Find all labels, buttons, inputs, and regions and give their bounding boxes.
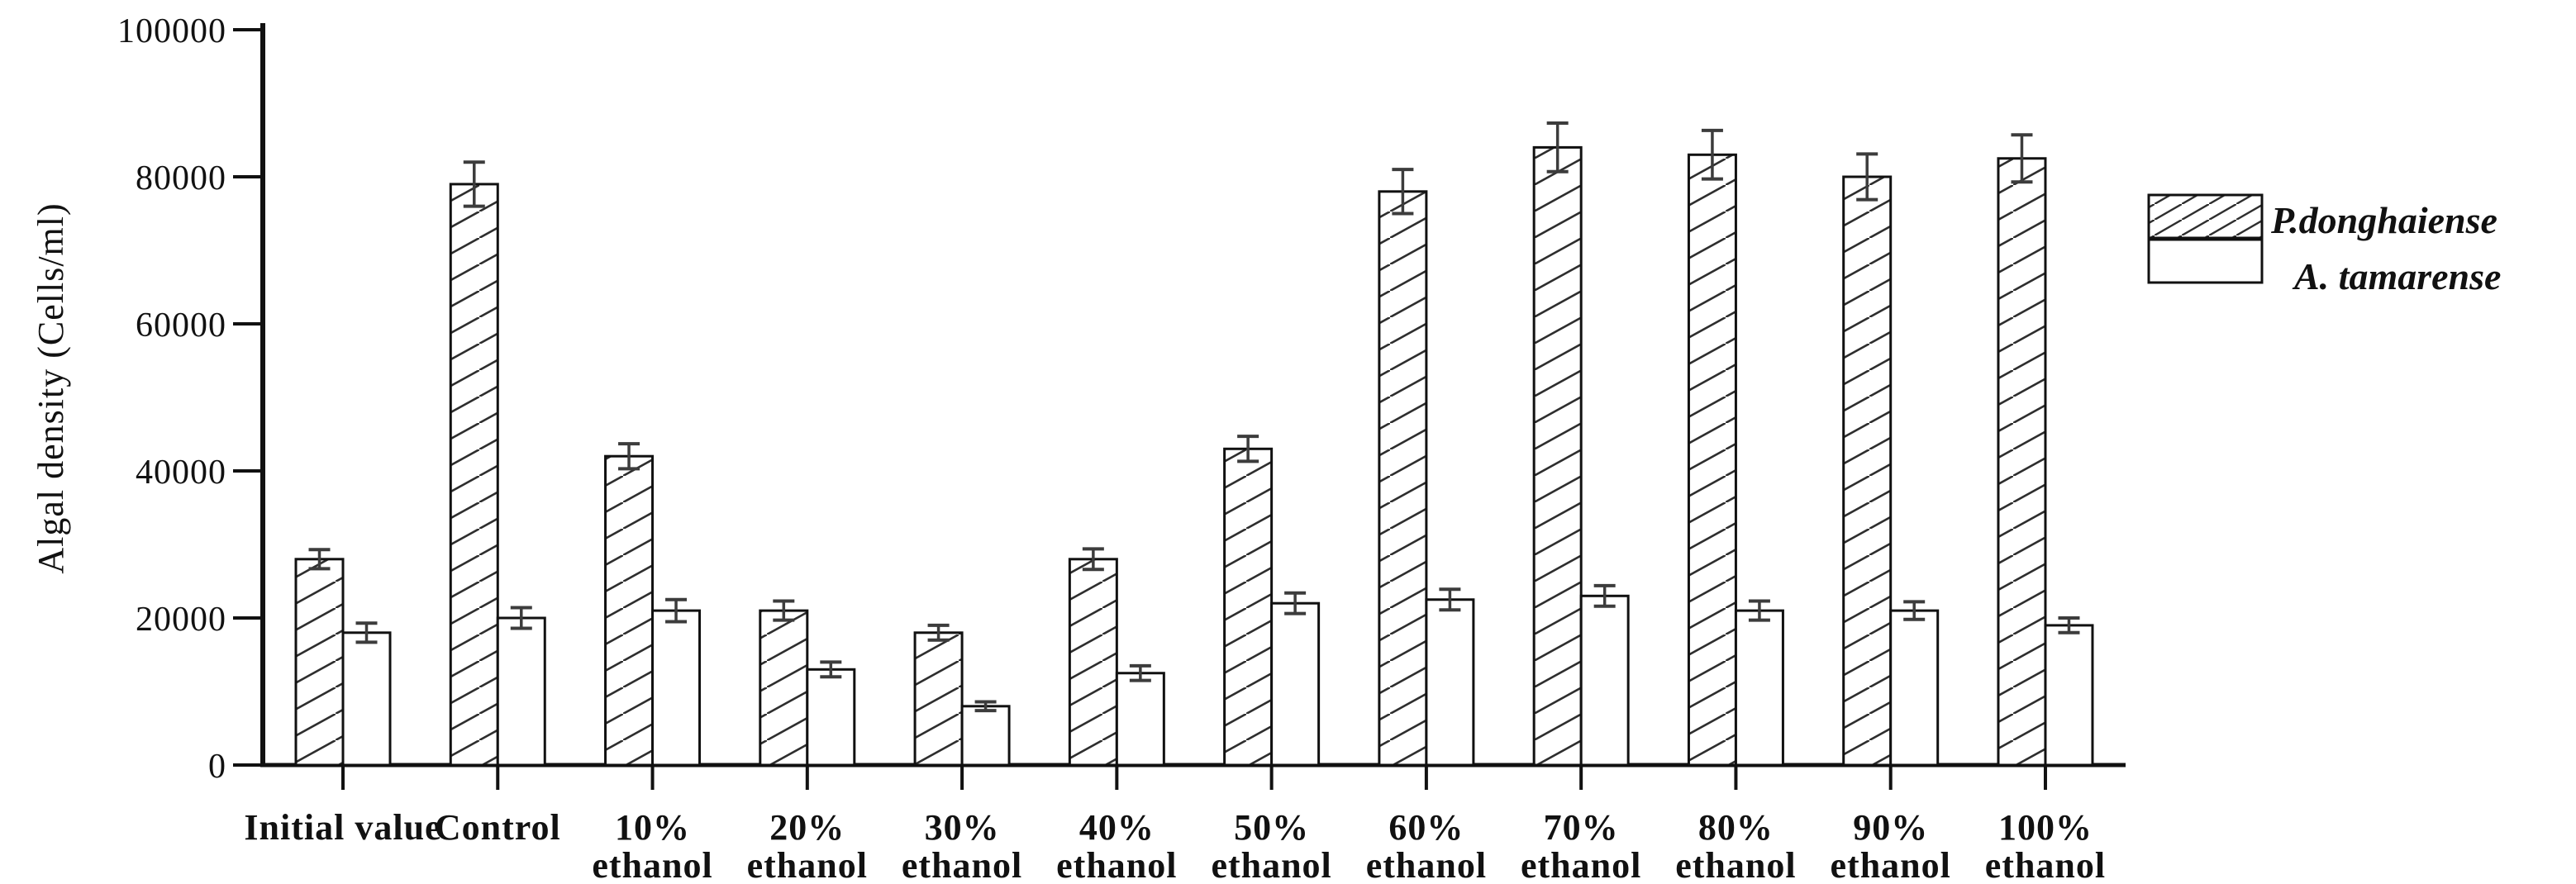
- y-tick-label: 80000: [136, 159, 226, 197]
- x-category-label: ethanol: [1521, 845, 1641, 884]
- x-category-label: Initial value: [244, 807, 441, 848]
- bar-p-donghaiense-1: [449, 183, 499, 767]
- legend-label-a-tamarense: A. tamarense: [2292, 255, 2501, 297]
- y-tick-label: 40000: [136, 454, 226, 492]
- bar-series: [294, 145, 2094, 767]
- legend: P.donghaiense A. tamarense: [2147, 193, 2501, 297]
- x-category-label: ethanol: [1211, 845, 1331, 884]
- bar-a-tamarense-2: [651, 609, 702, 767]
- y-axis-title: Algal density (Cells/ml): [31, 202, 71, 573]
- bar-p-donghaiense-6: [1223, 447, 1274, 767]
- legend-label-p-donghaiense: P.donghaiense: [2270, 199, 2497, 241]
- bar-a-tamarense-9: [1734, 609, 1784, 767]
- bar-p-donghaiense-2: [604, 454, 655, 767]
- y-tick-label: 20000: [136, 601, 226, 639]
- x-category-label: 30%: [925, 807, 1000, 848]
- x-category-label: 40%: [1079, 807, 1155, 848]
- bar-p-donghaiense-3: [759, 609, 809, 767]
- x-category-label: 80%: [1698, 807, 1774, 848]
- bar-a-tamarense-0: [341, 631, 392, 767]
- y-tick-label: 60000: [136, 307, 226, 345]
- bar-a-tamarense-7: [1425, 598, 1475, 767]
- x-category-label: 60%: [1388, 807, 1464, 848]
- bar-a-tamarense-5: [1115, 672, 1165, 767]
- bar-p-donghaiense-8: [1532, 145, 1583, 767]
- bar-a-tamarense-3: [806, 668, 856, 767]
- error-bars: [308, 121, 2080, 713]
- x-category-label: 10%: [615, 807, 690, 848]
- legend-swatch-a-tamarense: [2147, 238, 2264, 284]
- x-category-label: ethanol: [902, 845, 1022, 884]
- bar-p-donghaiense-11: [1997, 157, 2047, 767]
- x-category-label: 100%: [1998, 807, 2093, 848]
- bar-p-donghaiense-0: [294, 558, 345, 767]
- bar-a-tamarense-1: [496, 616, 546, 767]
- bar-p-donghaiense-4: [913, 631, 964, 767]
- x-category-label: ethanol: [1831, 845, 1951, 884]
- x-category-label: 90%: [1853, 807, 1928, 848]
- x-category-label: 50%: [1234, 807, 1309, 848]
- bar-a-tamarense-4: [960, 705, 1011, 767]
- x-category-label: ethanol: [592, 845, 712, 884]
- y-tick-label: 0: [208, 748, 226, 786]
- bar-p-donghaiense-5: [1068, 558, 1118, 767]
- x-category-label: ethanol: [1675, 845, 1796, 884]
- legend-swatch-p-donghaiense: [2147, 193, 2264, 240]
- x-category-label: Control: [435, 807, 561, 848]
- x-category-label: ethanol: [1366, 845, 1487, 884]
- bar-a-tamarense-8: [1579, 594, 1630, 767]
- axis-labels: 0 20000 40000 60000 80000 100000 Algal density…: [31, 12, 2106, 884]
- x-category-label: ethanol: [747, 845, 868, 884]
- y-tick-label: 100000: [117, 12, 226, 50]
- bar-a-tamarense-11: [2044, 624, 2094, 767]
- bar-p-donghaiense-7: [1378, 190, 1428, 767]
- bar-a-tamarense-6: [1270, 601, 1321, 767]
- axes: [233, 23, 2126, 790]
- bar-p-donghaiense-10: [1842, 175, 1893, 767]
- bar-p-donghaiense-9: [1687, 153, 1737, 767]
- x-category-label: ethanol: [1985, 845, 2106, 884]
- x-category-label: 70%: [1544, 807, 1619, 848]
- x-category-label: 20%: [769, 807, 845, 848]
- bar-a-tamarense-10: [1889, 609, 1940, 767]
- x-category-label: ethanol: [1056, 845, 1177, 884]
